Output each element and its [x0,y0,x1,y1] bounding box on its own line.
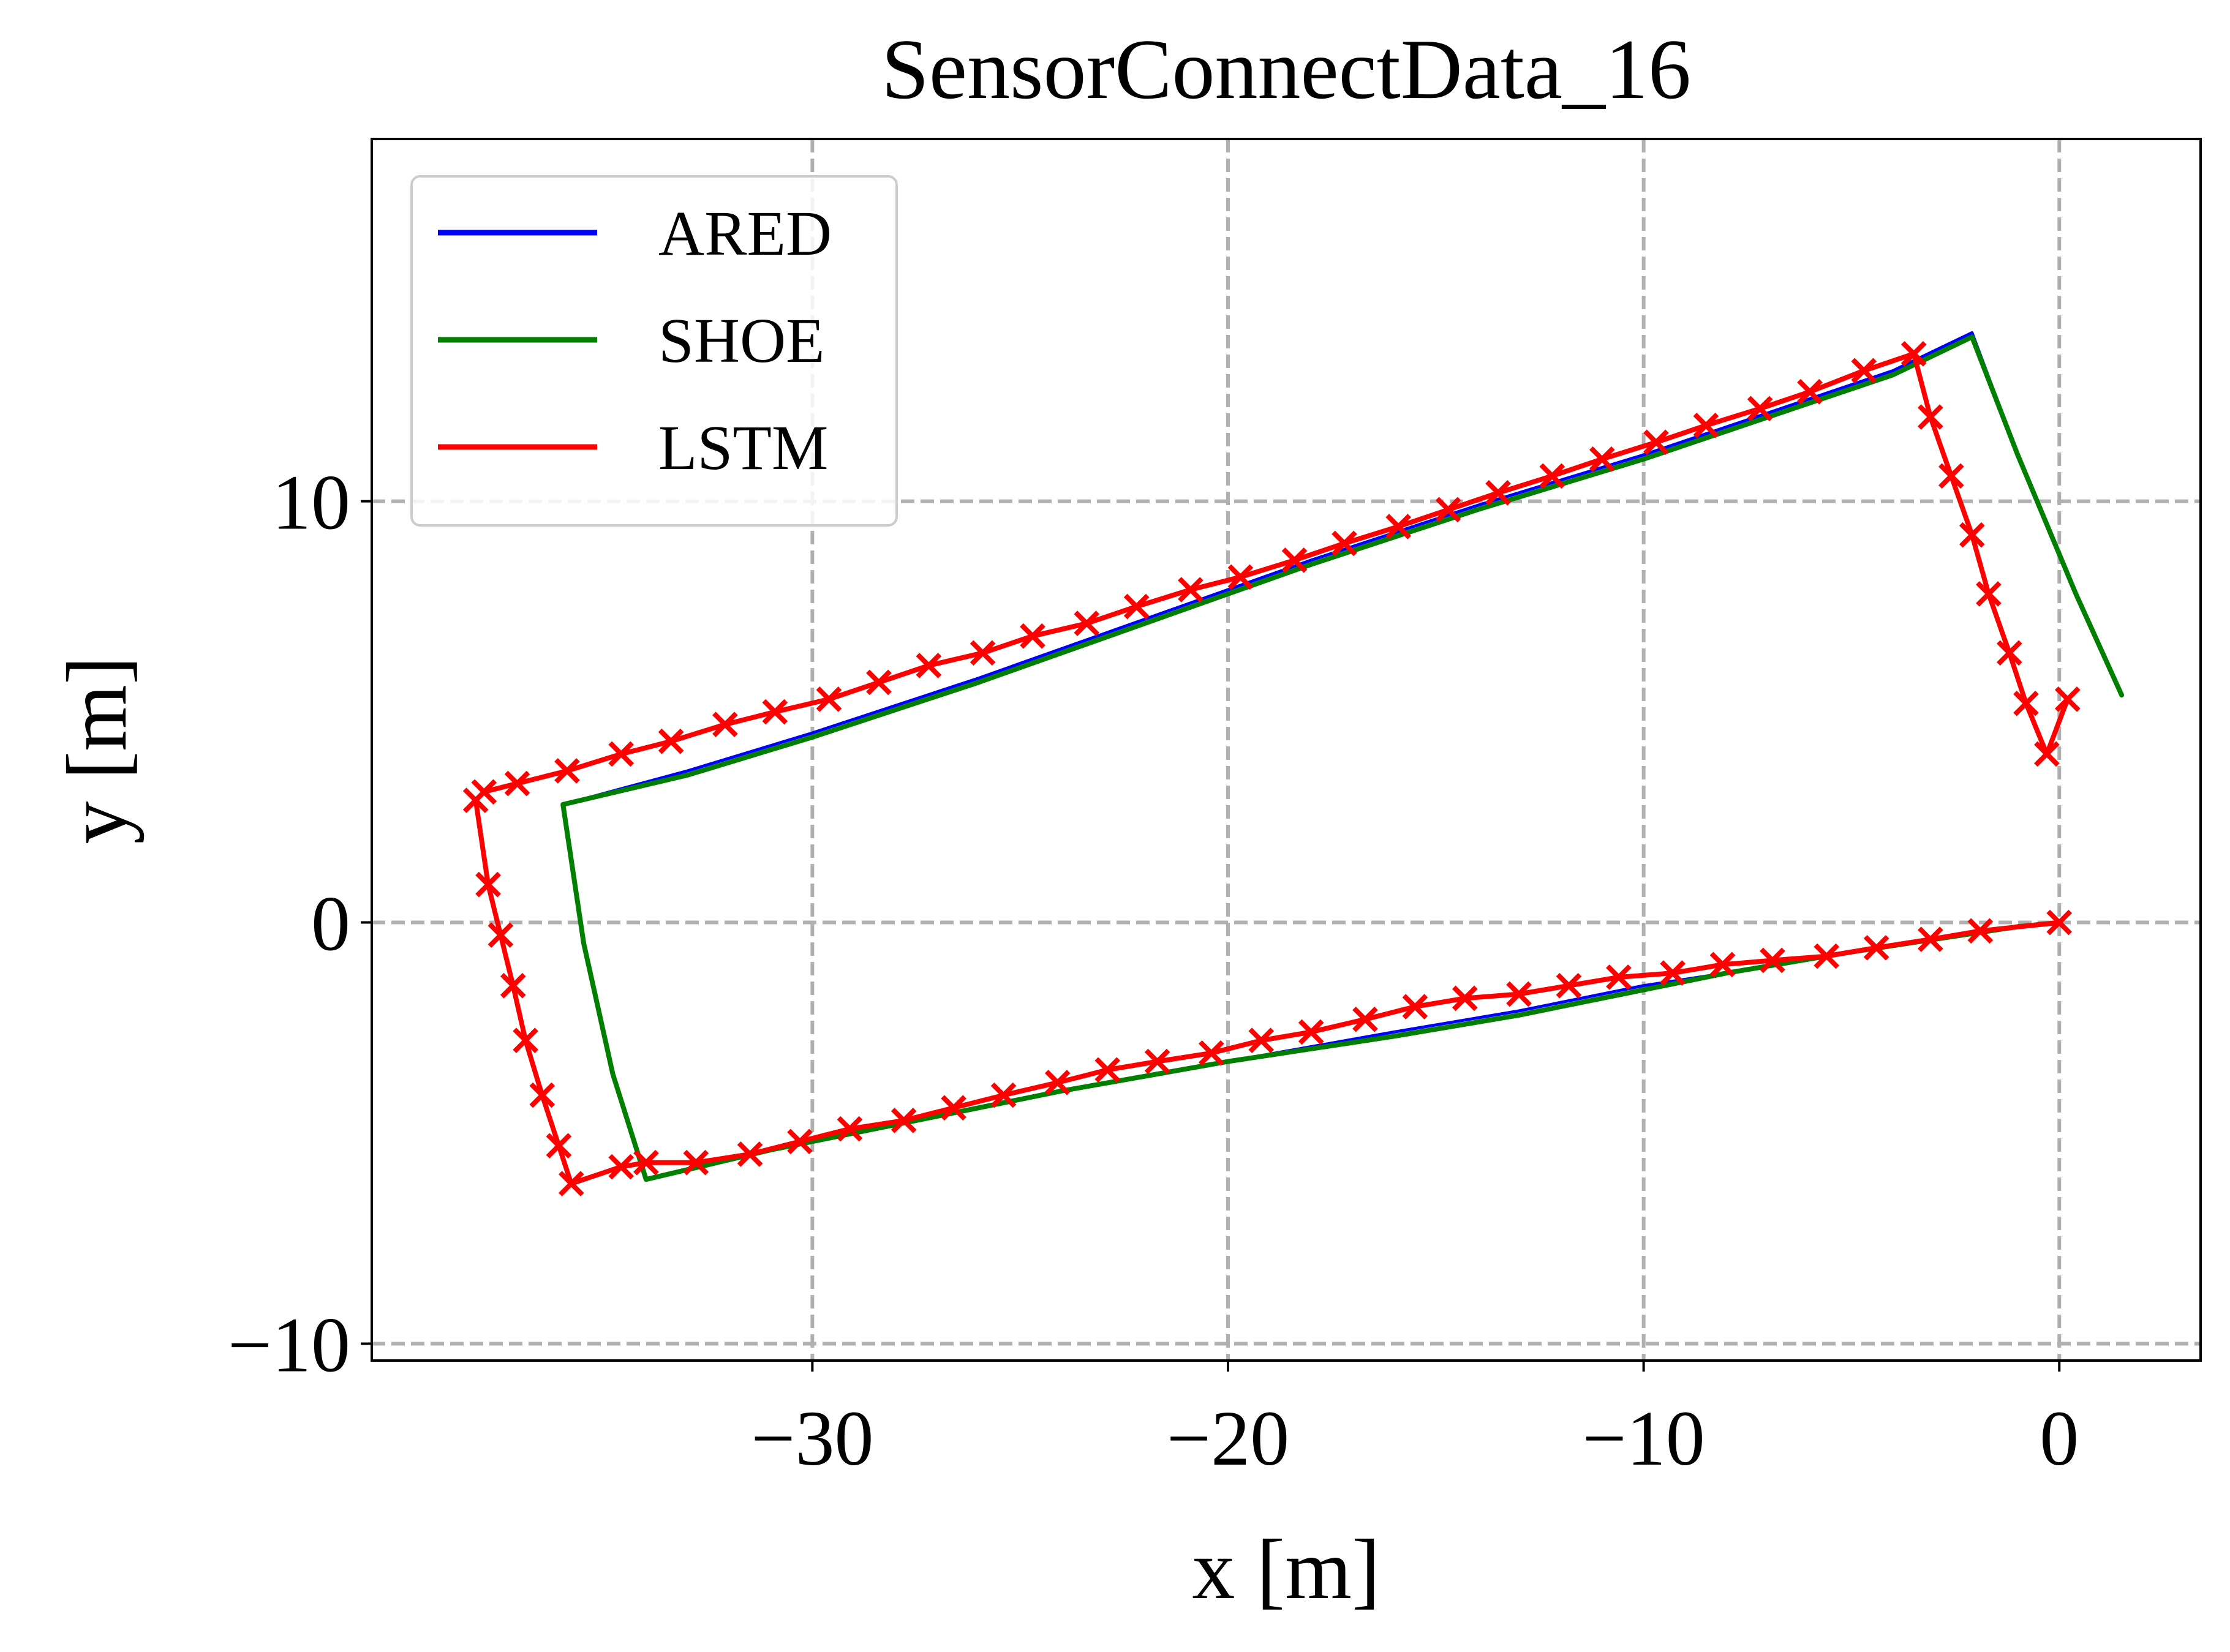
data-point-lstm [1918,926,1943,952]
data-point-lstm [916,653,942,678]
data-point-lstm [1506,981,1532,1007]
data-point-lstm [1044,1070,1071,1095]
data-point-lstm [554,758,580,784]
data-point-lstm [1797,378,1823,405]
data-point-lstm [1352,1006,1378,1032]
data-point-lstm [1660,960,1686,986]
data-point-lstm [1094,1057,1121,1083]
x-axis-label: x [m] [1192,1522,1380,1617]
data-point-lstm [1814,943,1840,969]
data-point-lstm [1918,404,1943,430]
axis-ticks: −30 −20 −10 0 −10 0 10 [228,459,2079,1482]
data-point-lstm [1851,358,1877,384]
data-point-lstm [1199,1040,1224,1066]
data-point-lstm [1938,463,1964,489]
data-point-lstm [1556,972,1582,999]
data-point-lstm [1435,497,1461,523]
data-point-lstm [941,1095,966,1121]
legend: ARED SHOE LSTM [410,175,898,527]
data-point-lstm [1967,918,1994,944]
data-point-lstm [1452,985,1478,1012]
data-point-lstm [546,1133,572,1158]
data-point-lstm [2055,686,2081,712]
data-point-lstm [471,779,497,805]
data-point-lstm [1385,514,1412,539]
data-point-lstm [1298,1019,1324,1045]
data-point-lstm [1976,581,2002,607]
data-point-lstm [513,1027,538,1053]
data-point-lstm [1485,480,1511,506]
data-point-lstm [1959,522,1985,548]
axes-frame [371,138,2202,1362]
data-point-lstm [1760,947,1785,974]
data-point-lstm [1643,429,1669,456]
data-point-lstm [608,1154,635,1180]
data-point-lstm [475,871,501,898]
data-point-lstm [683,1149,709,1176]
y-tick-label: 0 [311,880,350,967]
data-point-lstm [529,1082,556,1108]
x-tick-label: 0 [2040,1395,2079,1482]
data-point-lstm [633,1149,659,1176]
data-point-lstm [1606,964,1632,990]
data-point-lstm [1693,412,1719,438]
data-point-lstm [1144,1048,1170,1075]
legend-label-lstm: LSTM [658,413,828,483]
data-point-lstm [1332,530,1357,557]
y-axis-label: y [m] [50,656,145,844]
data-point-lstm [787,1128,813,1155]
data-point-lstm [1747,396,1773,422]
x-tick-label: −30 [751,1395,873,1482]
data-point-lstm [816,686,842,712]
y-tick-label: 10 [272,459,350,546]
chart-title: SensorConnectData_16 [881,22,1691,117]
data-point-lstm [866,669,892,696]
x-tick-label: −20 [1167,1395,1289,1482]
legend-label-ared: ARED [658,198,832,269]
data-point-lstm [558,1171,584,1196]
data-point-lstm [1589,446,1615,472]
data-point-lstm [970,640,996,666]
data-point-lstm [891,1108,917,1133]
data-point-lstm [990,1082,1017,1108]
data-point-lstm [658,728,684,754]
data-point-lstm [504,770,530,797]
data-point-lstm [837,1116,863,1142]
data-point-lstm [1227,564,1254,590]
data-point-lstm [1709,952,1736,978]
data-point-lstm [762,699,788,725]
data-point-lstm [1900,341,1927,367]
data-point-lstm [737,1141,763,1167]
data-point-lstm [608,741,635,767]
data-point-lstm [2046,909,2073,936]
y-tick-label: −10 [228,1301,350,1388]
data-point-lstm [488,922,514,948]
data-point-lstm [1863,935,1889,961]
legend-box [410,175,898,527]
data-point-lstm [1539,463,1565,489]
data-point-lstm [1123,593,1150,620]
legend-label-shoe: SHOE [658,306,825,376]
data-point-lstm [1178,577,1204,603]
data-point-lstm [2013,691,2039,716]
x-tick-label: −10 [1583,1395,1705,1482]
data-point-lstm [1281,547,1308,573]
data-point-lstm [2034,741,2060,767]
data-point-lstm [1074,610,1100,636]
data-point-lstm [1402,994,1428,1019]
data-point-lstm [500,972,526,999]
plot-area [462,331,2125,1196]
series-line-shoe [560,334,2125,1182]
data-point-lstm [1997,640,2022,666]
data-point-lstm [712,711,738,738]
data-point-lstm [1020,623,1045,649]
data-point-lstm [1248,1027,1275,1053]
